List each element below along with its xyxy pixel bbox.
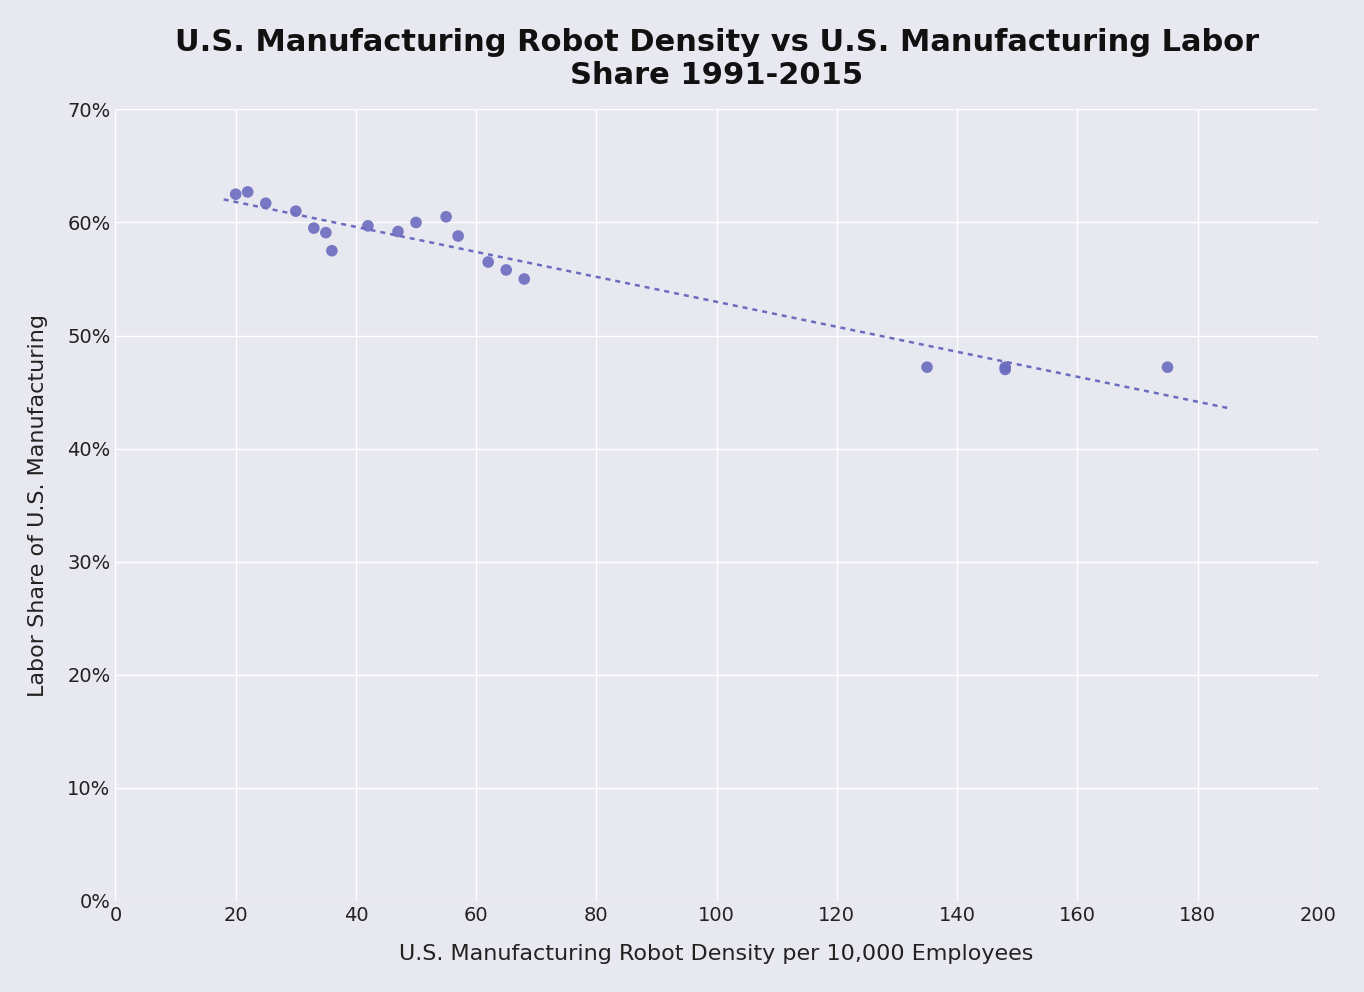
Point — [994, 359, 1016, 375]
Point — [495, 262, 517, 278]
Point — [447, 228, 469, 244]
Point — [321, 243, 342, 259]
Point — [1157, 359, 1178, 375]
X-axis label: U.S. Manufacturing Robot Density per 10,000 Employees: U.S. Manufacturing Robot Density per 10,… — [400, 944, 1034, 964]
Point — [513, 271, 535, 287]
Point — [225, 186, 247, 202]
Point — [917, 359, 938, 375]
Y-axis label: Labor Share of U.S. Manufacturing: Labor Share of U.S. Manufacturing — [27, 313, 48, 696]
Point — [387, 223, 409, 239]
Point — [994, 361, 1016, 377]
Point — [435, 209, 457, 225]
Point — [357, 218, 379, 234]
Point — [255, 195, 277, 211]
Point — [405, 214, 427, 230]
Point — [285, 203, 307, 219]
Point — [477, 254, 499, 270]
Point — [315, 225, 337, 241]
Point — [303, 220, 325, 236]
Title: U.S. Manufacturing Robot Density vs U.S. Manufacturing Labor
Share 1991-2015: U.S. Manufacturing Robot Density vs U.S.… — [175, 28, 1259, 90]
Point — [237, 184, 259, 199]
